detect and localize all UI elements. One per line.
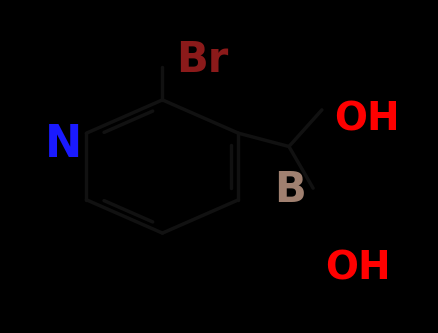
Text: OH: OH xyxy=(333,101,398,139)
Text: OH: OH xyxy=(324,249,389,287)
Text: N: N xyxy=(45,123,82,166)
Text: B: B xyxy=(273,169,305,211)
Text: Br: Br xyxy=(175,39,228,81)
